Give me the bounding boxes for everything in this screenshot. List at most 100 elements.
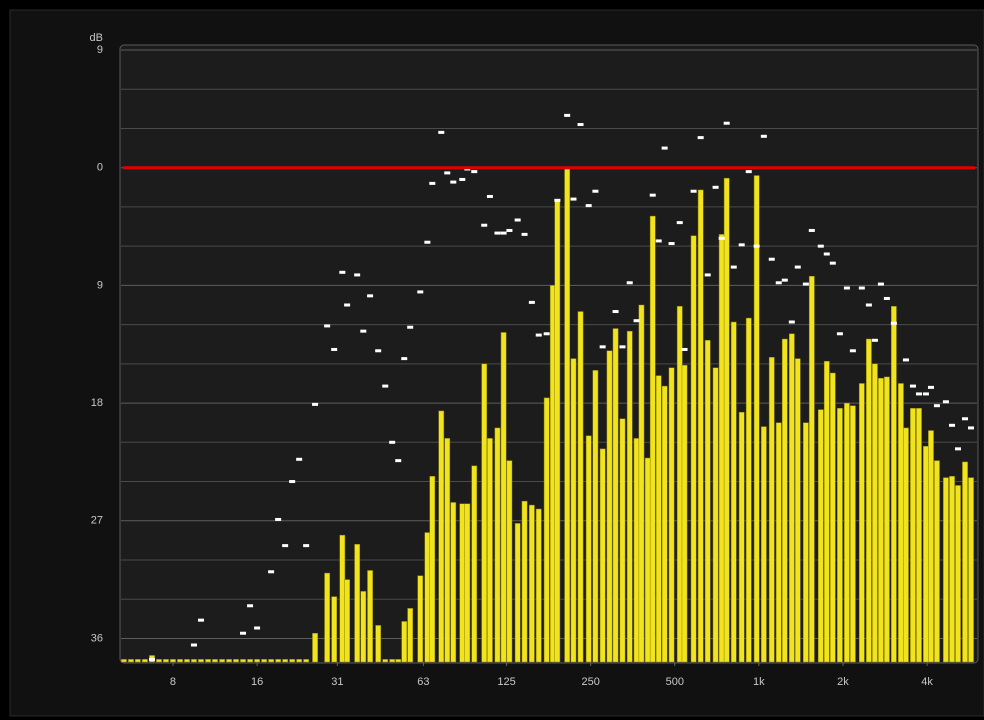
peak-marker <box>843 286 850 290</box>
peak-marker <box>312 402 319 406</box>
bar <box>718 234 725 663</box>
bar <box>768 357 775 663</box>
bar <box>331 596 338 663</box>
bar <box>296 659 303 663</box>
bar <box>794 358 801 663</box>
peak-marker <box>148 657 155 661</box>
bar <box>928 430 934 663</box>
y-tick-label: 9 <box>97 44 103 56</box>
peak-marker <box>933 404 940 408</box>
peak-marker <box>521 232 528 236</box>
bar <box>535 508 542 663</box>
peak-marker <box>661 146 668 150</box>
bar <box>450 502 457 663</box>
bar <box>506 460 513 663</box>
bar <box>382 659 389 663</box>
peak-marker <box>829 261 836 265</box>
peak-marker <box>612 310 619 314</box>
bar <box>968 477 974 663</box>
peak-marker <box>954 447 961 451</box>
bar <box>606 350 613 663</box>
peak-marker <box>198 618 205 622</box>
bar <box>170 659 176 663</box>
peak-marker <box>802 282 809 286</box>
peak-marker <box>775 281 782 285</box>
peak-marker <box>808 228 815 232</box>
bar <box>247 659 253 663</box>
bar <box>878 377 884 663</box>
bar <box>514 523 521 663</box>
peak-marker <box>303 544 310 548</box>
peak-marker <box>585 204 592 208</box>
bar <box>459 503 466 663</box>
bar <box>464 503 471 663</box>
bar <box>564 168 571 663</box>
bar <box>753 175 760 663</box>
peak-marker <box>275 517 282 521</box>
peak-marker <box>535 333 542 337</box>
bar <box>923 445 929 663</box>
peak-marker <box>738 243 745 247</box>
bar <box>487 438 493 663</box>
peak-marker <box>354 273 361 277</box>
bar <box>858 383 865 663</box>
bar <box>367 570 373 663</box>
peak-marker <box>619 345 626 349</box>
bar <box>407 608 414 663</box>
peak-marker <box>438 130 445 134</box>
peak-marker <box>730 265 737 269</box>
x-tick-label: 4k <box>921 676 933 688</box>
bar <box>649 215 656 663</box>
peak-marker <box>444 171 451 175</box>
peak-marker <box>718 236 725 240</box>
peak-marker <box>289 480 296 484</box>
bar <box>521 500 528 663</box>
peak-marker <box>781 278 788 282</box>
bar <box>676 306 683 663</box>
peak-marker <box>450 180 457 184</box>
peak-marker <box>471 170 478 174</box>
bar <box>949 476 955 663</box>
bar <box>500 332 507 663</box>
bar <box>898 383 904 663</box>
bar <box>712 367 719 663</box>
bar <box>424 532 431 663</box>
bar <box>481 363 488 663</box>
peak-marker <box>794 265 801 269</box>
peak-marker <box>723 121 730 125</box>
bar <box>619 418 626 663</box>
peak-marker <box>190 643 197 647</box>
peak-marker <box>459 177 466 181</box>
peak-marker <box>514 218 521 222</box>
bar <box>745 317 752 663</box>
bar <box>240 659 246 663</box>
peak-marker <box>486 194 493 198</box>
bar <box>738 411 745 663</box>
bar <box>903 427 909 663</box>
peak-marker <box>877 282 884 286</box>
peak-marker <box>849 349 856 353</box>
bar <box>156 659 162 663</box>
bar <box>916 408 922 663</box>
bar <box>723 177 730 663</box>
bar <box>121 659 127 663</box>
peak-marker <box>592 189 599 193</box>
bar <box>910 408 916 663</box>
peak-marker <box>417 290 424 294</box>
bar <box>655 375 662 663</box>
peak-marker <box>296 457 303 461</box>
peak-marker <box>500 231 507 235</box>
peak-marker <box>768 257 775 261</box>
peak-marker <box>697 136 704 140</box>
peak-marker <box>909 384 916 388</box>
peak-marker <box>331 347 338 351</box>
peak-marker <box>890 321 897 325</box>
bar <box>850 405 856 663</box>
peak-marker <box>577 123 584 127</box>
bar <box>817 409 824 663</box>
peak-marker <box>865 303 872 307</box>
peak-marker <box>494 231 501 235</box>
peak-marker <box>429 181 436 185</box>
peak-marker <box>506 228 513 232</box>
peak-marker <box>788 320 795 324</box>
